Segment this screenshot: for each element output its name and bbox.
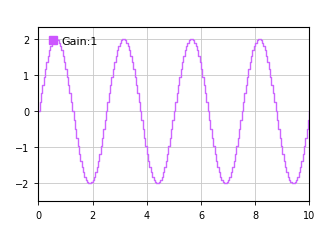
Legend: Gain:1: Gain:1: [47, 35, 100, 49]
